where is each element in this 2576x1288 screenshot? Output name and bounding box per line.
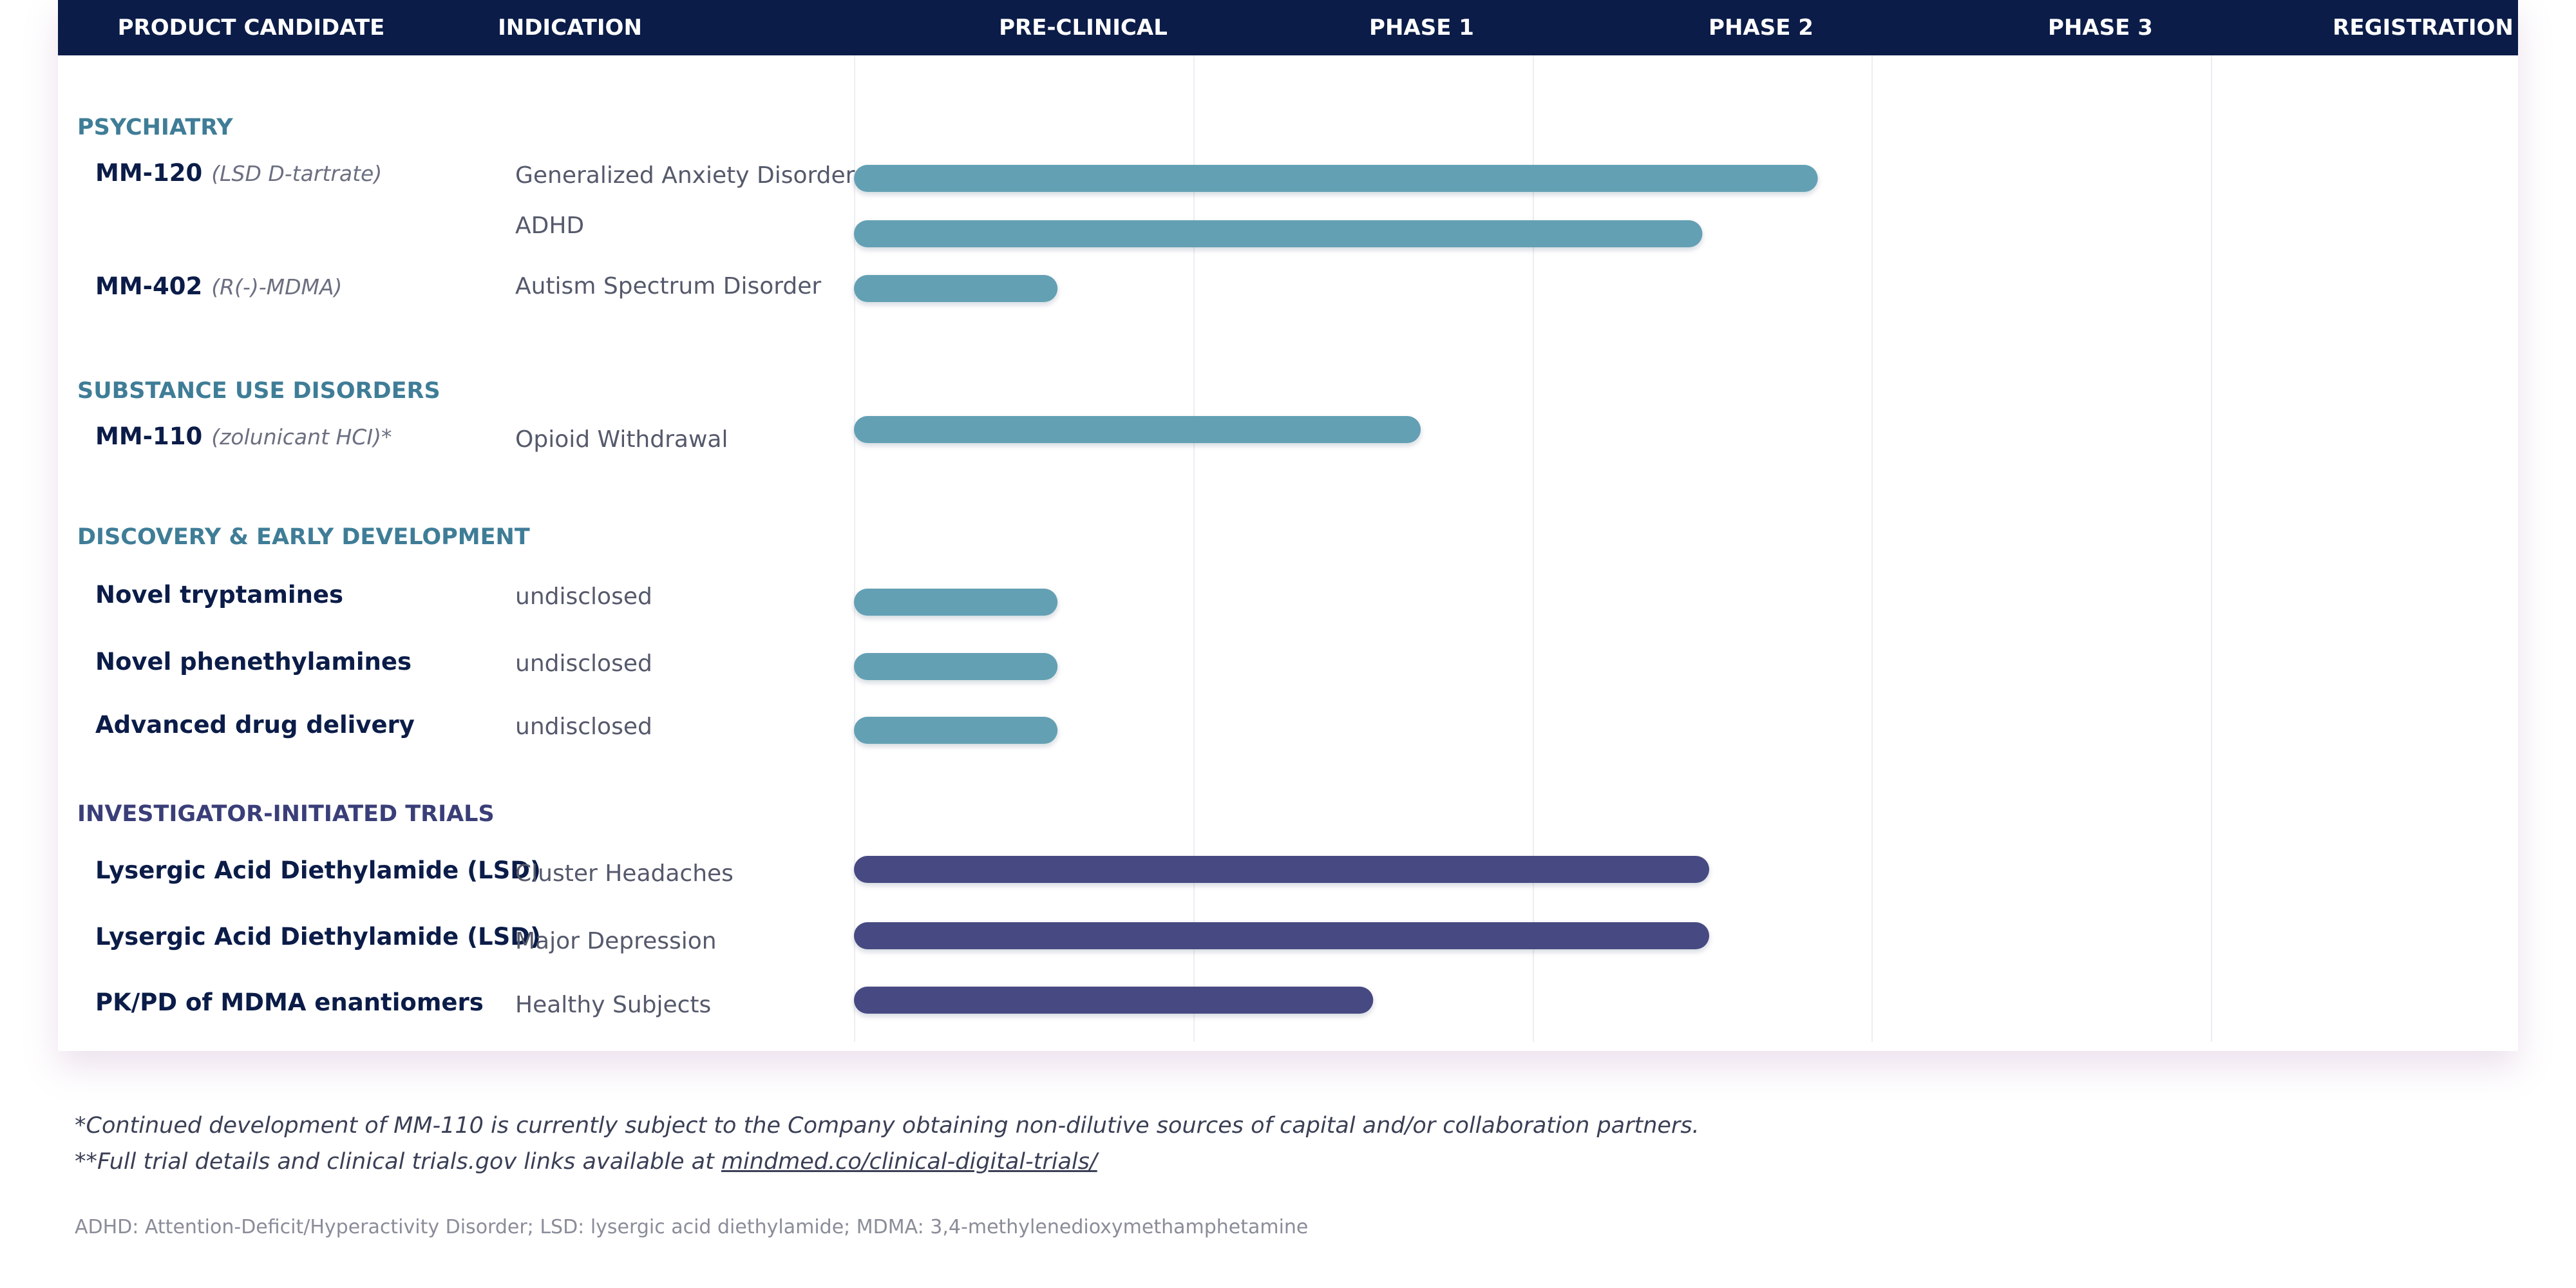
indication-undisclosed-tryptamines: undisclosed	[515, 583, 652, 610]
category-substance-use-disorders: SUBSTANCE USE DISORDERS	[77, 378, 440, 404]
indication-autism-spectrum-disorder: Autism Spectrum Disorder	[515, 273, 822, 299]
indication-major-depression: Major Depression	[515, 928, 717, 954]
progress-bar-0-0	[854, 165, 1818, 192]
indication-undisclosed-drug-delivery: undisclosed	[515, 714, 652, 740]
progress-bar-3-0	[854, 856, 1710, 883]
progress-bar-2-0	[854, 589, 1058, 616]
header-product-candidate: PRODUCT CANDIDATE	[117, 15, 385, 41]
category-psychiatry: PSYCHIATRY	[77, 115, 233, 140]
candidate-mm-120: MM-120 (LSD D-tartrate)	[95, 159, 383, 187]
candidate-pkpd-mdma-enantiomers: PK/PD of MDMA enantiomers	[95, 989, 484, 1016]
footnote-mm-110: *Continued development of MM-110 is curr…	[75, 1113, 1700, 1139]
pipeline-header: PRODUCT CANDIDATE INDICATION PRE-CLINICA…	[58, 0, 2518, 55]
indication-undisclosed-phenethylamines: undisclosed	[515, 650, 652, 677]
candidate-lsd-cluster-headaches: Lysergic Acid Diethylamide (LSD)	[95, 857, 541, 884]
indication-generalized-anxiety-disorder: Generalized Anxiety Disorder	[515, 162, 855, 189]
progress-bar-2-2	[854, 717, 1058, 744]
header-pre-clinical: PRE-CLINICAL	[999, 15, 1168, 41]
candidate-lsd-major-depression: Lysergic Acid Diethylamide (LSD)	[95, 923, 541, 951]
indication-opioid-withdrawal: Opioid Withdrawal	[515, 426, 728, 453]
header-indication: INDICATION	[498, 15, 642, 41]
candidate-novel-tryptamines: Novel tryptamines	[95, 581, 344, 609]
candidate-mm-110: MM-110 (zolunicant HCI)*	[95, 422, 392, 450]
candidate-advanced-drug-delivery: Advanced drug delivery	[95, 711, 415, 739]
grid-line-registration	[2211, 55, 2212, 1042]
header-phase-2: PHASE 2	[1709, 15, 1814, 41]
indication-adhd: ADHD	[515, 213, 585, 239]
progress-bar-2-1	[854, 653, 1058, 680]
grid-line-pre-clinical	[854, 55, 855, 1042]
grid-line-phase-3	[1871, 55, 1873, 1042]
grid-line-phase-2	[1533, 55, 1534, 1042]
footnote-trial-details: **Full trial details and clinical trials…	[75, 1149, 1097, 1175]
clinical-trials-link[interactable]: mindmed.co/clinical-digital-trials/	[721, 1149, 1097, 1175]
header-phase-3: PHASE 3	[2048, 15, 2153, 41]
pipeline-bars	[854, 165, 1818, 1014]
progress-bar-0-2	[854, 275, 1058, 302]
header-phase-1: PHASE 1	[1369, 15, 1474, 41]
indication-healthy-subjects: Healthy Subjects	[515, 992, 712, 1018]
category-investigator-initiated-trials: INVESTIGATOR-INITIATED TRIALS	[77, 801, 495, 827]
candidate-novel-phenethylamines: Novel phenethylamines	[95, 648, 412, 676]
indication-cluster-headaches: Cluster Headaches	[515, 860, 734, 887]
candidate-mm-402: MM-402 (R(-)-MDMA)	[95, 272, 343, 300]
grid-line-phase-1	[1193, 55, 1195, 1042]
abbreviations-note: ADHD: Attention-Deficit/Hyperactivity Di…	[75, 1216, 1309, 1238]
progress-bar-3-2	[854, 987, 1374, 1014]
progress-bar-1-0	[854, 416, 1421, 443]
header-registration: REGISTRATION	[2333, 15, 2514, 41]
progress-bar-0-1	[854, 220, 1703, 247]
category-discovery-early-development: DISCOVERY & EARLY DEVELOPMENT	[77, 524, 530, 550]
progress-bar-3-1	[854, 922, 1710, 949]
